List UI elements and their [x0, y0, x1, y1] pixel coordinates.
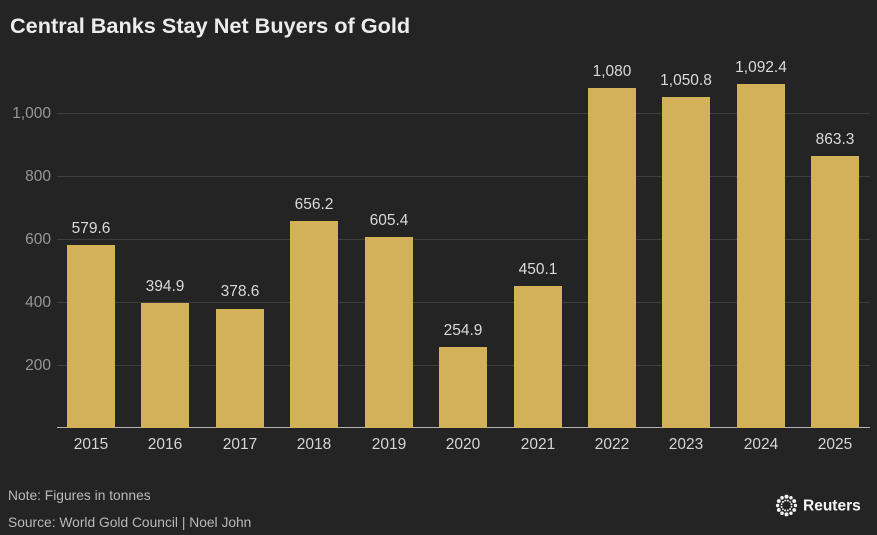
svg-text:Reuters: Reuters — [803, 498, 861, 515]
